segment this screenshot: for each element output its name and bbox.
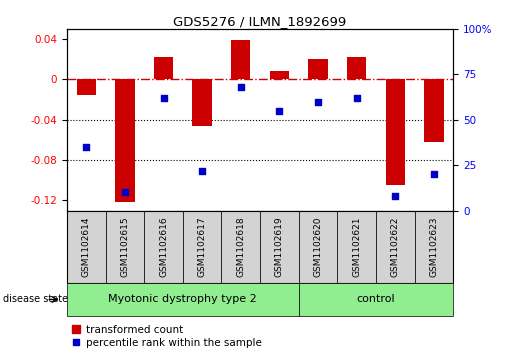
Text: GSM1102615: GSM1102615 xyxy=(121,216,129,277)
Bar xyxy=(183,211,221,283)
Bar xyxy=(299,283,453,316)
Bar xyxy=(424,79,443,142)
Text: GSM1102619: GSM1102619 xyxy=(275,216,284,277)
Text: GSM1102618: GSM1102618 xyxy=(236,216,245,277)
Point xyxy=(391,193,400,199)
Point xyxy=(430,171,438,177)
Bar xyxy=(231,40,250,79)
Bar xyxy=(193,79,212,126)
Point xyxy=(236,84,245,90)
Text: GSM1102614: GSM1102614 xyxy=(82,217,91,277)
Bar xyxy=(67,211,106,283)
Bar xyxy=(260,211,299,283)
Bar xyxy=(386,79,405,185)
Bar xyxy=(221,211,260,283)
Text: GSM1102622: GSM1102622 xyxy=(391,217,400,277)
Text: Myotonic dystrophy type 2: Myotonic dystrophy type 2 xyxy=(109,294,257,305)
Point xyxy=(121,189,129,195)
Text: control: control xyxy=(356,294,396,305)
Bar xyxy=(347,57,366,79)
Legend: transformed count, percentile rank within the sample: transformed count, percentile rank withi… xyxy=(72,325,262,348)
Text: GSM1102623: GSM1102623 xyxy=(430,217,438,277)
Point xyxy=(198,168,206,174)
Bar xyxy=(115,79,134,203)
Point xyxy=(314,99,322,105)
Bar xyxy=(67,283,299,316)
Text: GSM1102616: GSM1102616 xyxy=(159,216,168,277)
Point xyxy=(275,108,283,114)
Bar xyxy=(376,211,415,283)
Bar xyxy=(308,59,328,79)
Text: GSM1102620: GSM1102620 xyxy=(314,217,322,277)
Title: GDS5276 / ILMN_1892699: GDS5276 / ILMN_1892699 xyxy=(174,15,347,28)
Bar xyxy=(415,211,453,283)
Bar xyxy=(299,211,337,283)
Point xyxy=(82,144,91,150)
Text: GSM1102617: GSM1102617 xyxy=(198,216,207,277)
Bar xyxy=(106,211,144,283)
Text: GSM1102621: GSM1102621 xyxy=(352,217,361,277)
Text: disease state: disease state xyxy=(3,294,67,305)
Bar xyxy=(270,72,289,79)
Bar xyxy=(77,79,96,95)
Bar xyxy=(154,57,173,79)
Bar xyxy=(144,211,183,283)
Point xyxy=(159,95,167,101)
Bar xyxy=(337,211,376,283)
Point xyxy=(352,95,360,101)
